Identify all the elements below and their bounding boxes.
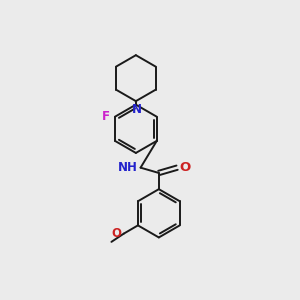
Text: NH: NH	[118, 160, 138, 174]
Text: N: N	[131, 103, 142, 116]
Text: O: O	[112, 227, 122, 240]
Text: O: O	[179, 160, 190, 174]
Text: F: F	[102, 110, 110, 123]
